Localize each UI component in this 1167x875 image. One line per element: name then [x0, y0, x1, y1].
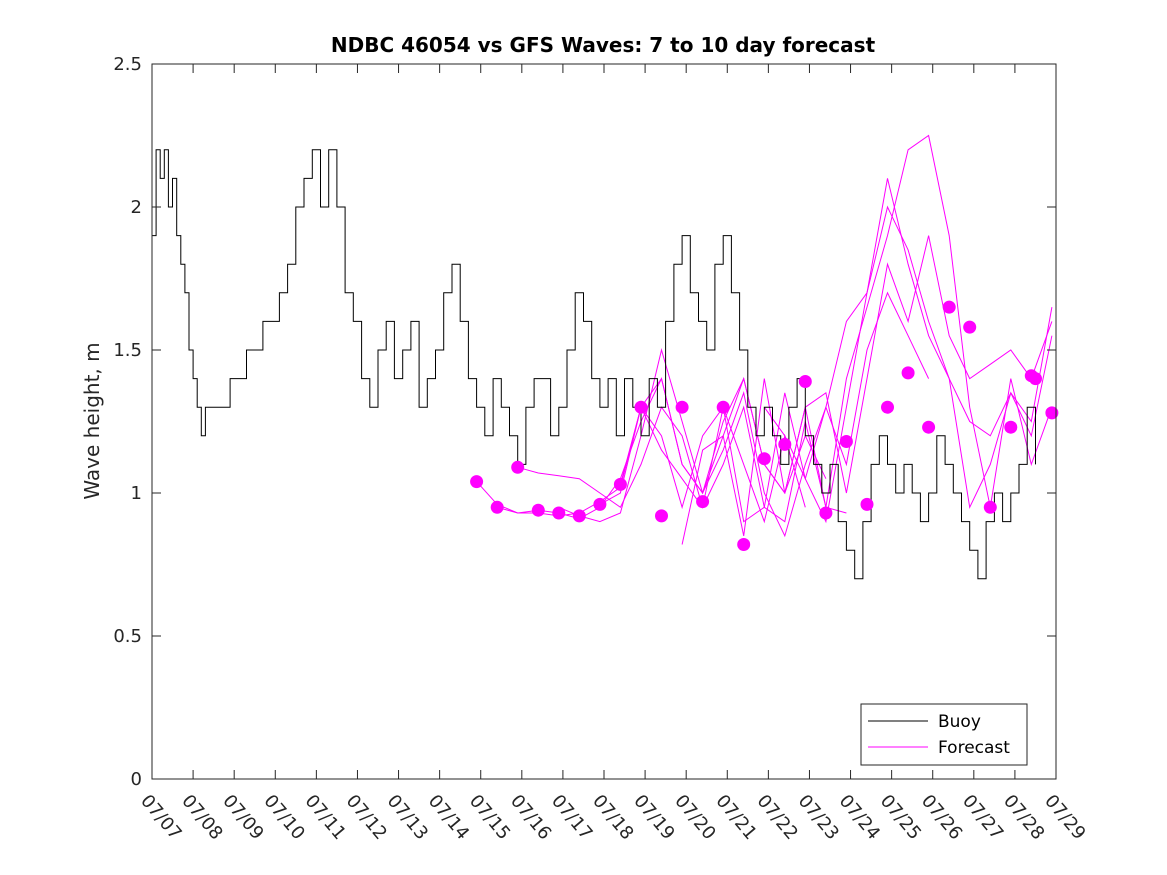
forecast-point	[511, 460, 525, 474]
forecast-point	[634, 400, 648, 414]
legend-label-forecast: Forecast	[938, 738, 1010, 758]
x-tick-label: 07/21	[711, 791, 760, 844]
plot-area	[152, 64, 1056, 779]
forecast-point	[655, 509, 668, 523]
forecast-point	[819, 506, 833, 520]
x-tick-label: 07/20	[670, 791, 719, 844]
forecast-point	[716, 400, 730, 414]
forecast-point	[613, 477, 627, 491]
marker-layer	[470, 300, 1059, 551]
y-tick-label: 0	[131, 769, 142, 790]
y-tick-label: 2.5	[113, 54, 142, 75]
forecast-point	[696, 495, 710, 509]
forecast-point	[1045, 406, 1059, 420]
x-tick-label: 07/27	[958, 791, 1007, 844]
forecast-point	[901, 366, 915, 380]
forecast-point	[942, 300, 956, 314]
y-axis: 0 0.5 1 1.5 2 2.5	[113, 54, 1056, 790]
x-tick-label: 07/15	[465, 791, 514, 844]
x-tick-label: 07/29	[1040, 791, 1089, 844]
x-tick-label: 07/28	[999, 791, 1048, 844]
x-tick-label: 07/19	[629, 791, 678, 844]
buoy-line	[152, 149, 1036, 580]
forecast-point	[881, 400, 894, 414]
forecast-point	[593, 497, 607, 511]
forecast-point	[675, 400, 689, 414]
forecast-point	[1004, 420, 1018, 434]
buoy-layer	[152, 149, 1036, 580]
forecast-point	[552, 506, 566, 520]
x-tick-label: 07/12	[342, 791, 391, 844]
x-tick-label: 07/22	[753, 791, 802, 844]
forecast-point	[778, 437, 792, 451]
x-tick-label: 07/07	[136, 791, 185, 844]
forecast-point	[737, 538, 751, 551]
x-tick-label: 07/26	[917, 791, 966, 844]
y-tick-label: 0.5	[113, 626, 142, 647]
forecast-point	[470, 475, 484, 489]
x-tick-label: 07/16	[506, 791, 555, 844]
x-tick-label: 07/18	[588, 791, 637, 844]
forecast-point	[839, 435, 853, 448]
x-tick-label: 07/23	[794, 791, 843, 844]
forecast-point	[860, 497, 874, 511]
x-tick-label: 07/08	[177, 791, 226, 844]
chart-title: NDBC 46054 vs GFS Waves: 7 to 10 day for…	[331, 33, 876, 57]
y-axis-label: Wave height, m	[80, 342, 104, 499]
forecast-point	[572, 509, 586, 523]
forecast-point	[757, 452, 771, 466]
legend-box	[860, 703, 1028, 766]
y-tick-label: 2	[131, 197, 142, 218]
x-tick-label: 07/10	[259, 791, 308, 844]
forecast-line-3	[558, 291, 930, 538]
forecast-line-7	[763, 178, 1053, 509]
forecast-point	[983, 500, 997, 514]
forecast-point	[1029, 372, 1042, 386]
x-tick-label: 07/24	[835, 791, 884, 844]
forecast-point	[963, 320, 977, 334]
legend-label-buoy: Buoy	[938, 712, 981, 732]
forecast-point	[798, 375, 812, 388]
x-tick-label: 07/17	[547, 791, 596, 844]
forecast-line-4	[599, 235, 1053, 505]
x-tick-label: 07/11	[301, 791, 350, 844]
x-tick-label: 07/09	[218, 791, 267, 844]
legend: Buoy Forecast	[860, 703, 1028, 766]
forecast-point	[490, 500, 504, 514]
forecast-point	[531, 503, 545, 517]
y-tick-label: 1	[131, 483, 142, 504]
forecast-point	[922, 420, 936, 434]
x-tick-label: 07/14	[424, 791, 473, 844]
x-tick-label: 07/13	[383, 791, 432, 844]
forecast-line-2	[517, 405, 847, 523]
y-tick-label: 1.5	[113, 340, 142, 361]
x-tick-label: 07/25	[876, 791, 925, 844]
